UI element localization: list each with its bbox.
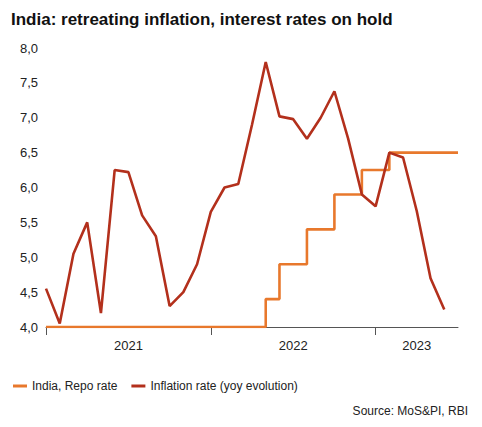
svg-text:2021: 2021 (114, 338, 143, 353)
svg-text:Inflation rate (yoy evolution): Inflation rate (yoy evolution) (150, 379, 297, 393)
svg-text:7,0: 7,0 (20, 110, 38, 125)
svg-text:6,0: 6,0 (20, 180, 38, 195)
svg-text:4,5: 4,5 (20, 285, 38, 300)
svg-text:4,0: 4,0 (20, 320, 38, 335)
svg-text:India: retreating inflation, i: India: retreating inflation, interest ra… (11, 10, 393, 29)
svg-text:2023: 2023 (402, 338, 431, 353)
svg-text:2022: 2022 (279, 338, 308, 353)
svg-text:Source: MoS&PI, RBI: Source: MoS&PI, RBI (353, 404, 468, 418)
svg-text:6,5: 6,5 (20, 145, 38, 160)
svg-text:5,0: 5,0 (20, 250, 38, 265)
svg-text:India, Repo rate: India, Repo rate (32, 379, 118, 393)
svg-text:5,5: 5,5 (20, 215, 38, 230)
svg-text:8,0: 8,0 (20, 41, 38, 56)
svg-text:7,5: 7,5 (20, 75, 38, 90)
